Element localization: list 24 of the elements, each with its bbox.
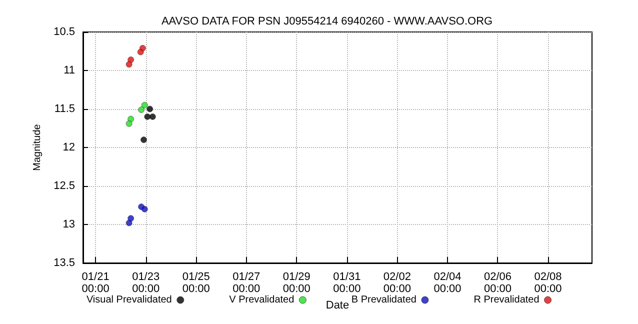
x-tick-label: 02/06 00:00 [484,271,512,295]
y-tick-label: 10.5 [54,26,75,38]
x-tick-label: 01/23 00:00 [132,271,160,295]
legend-label: R Prevalidated [474,294,540,306]
x-tick-label: 02/04 00:00 [434,271,462,295]
legend-label: V Prevalidated [229,294,294,306]
y-tick-label: 13 [62,218,75,230]
x-axis-title: Date [326,299,350,312]
legend-label: Visual Prevalidated [86,294,172,306]
legend-label: B Prevalidated [351,294,416,306]
y-tick-label: 13.5 [54,257,75,269]
x-tick-label: 01/25 00:00 [182,271,210,295]
y-tick-label: 12 [62,142,75,154]
x-tick-label: 01/27 00:00 [232,271,260,295]
x-tick-label: 02/08 00:00 [534,271,562,295]
x-tick-label: 01/21 00:00 [82,271,110,295]
x-tick-label: 02/02 00:00 [383,271,411,295]
y-axis-title: Magnitude [32,124,44,171]
y-tick-label: 11.5 [54,103,75,115]
x-tick-label: 01/29 00:00 [282,271,310,295]
y-tick-label: 11 [64,64,75,76]
chart-title: AAVSO DATA FOR PSN J09554214 6940260 - WWW.AAVSO.ORG [161,16,493,28]
x-tick-label: 01/31 00:00 [333,271,361,295]
y-tick-label: 12.5 [54,180,75,192]
